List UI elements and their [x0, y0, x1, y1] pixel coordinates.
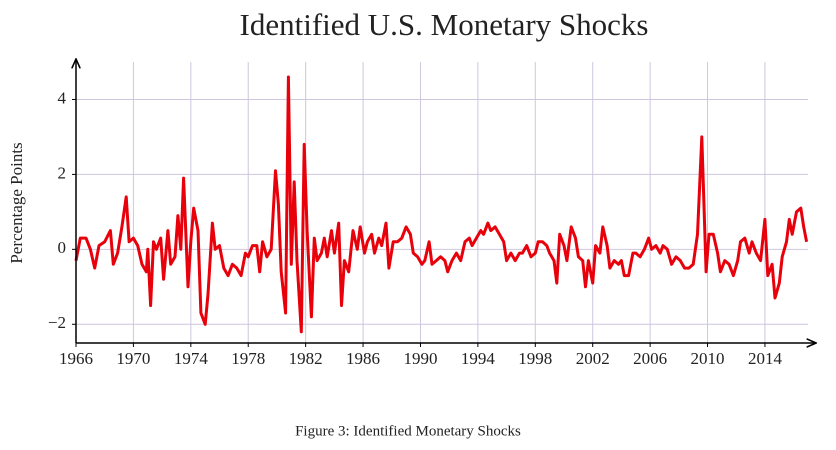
- chart-title: Identified U.S. Monetary Shocks: [240, 7, 649, 42]
- x-tick-label: 1974: [174, 349, 209, 368]
- x-tick-label: 1990: [403, 349, 437, 368]
- y-tick-label: 4: [58, 88, 67, 107]
- x-tick-label: 2010: [691, 349, 725, 368]
- x-tick-label: 1982: [289, 349, 323, 368]
- x-tick-label: 1994: [461, 349, 496, 368]
- y-axis-label: Percentage Points: [7, 142, 26, 263]
- x-tick-label: 2006: [633, 349, 667, 368]
- x-tick-label: 1978: [231, 349, 265, 368]
- plot: [74, 75, 809, 334]
- caption: Figure 3: Identified Monetary Shocks: [295, 423, 521, 439]
- x-tick-label: 1998: [518, 349, 552, 368]
- x-tick-label: 2002: [576, 349, 610, 368]
- y-tick-label: 0: [58, 238, 67, 257]
- x-tick-label: 1966: [59, 349, 93, 368]
- y-tick-label: −2: [48, 313, 66, 332]
- x-tick-label: 2014: [748, 349, 783, 368]
- y-tick-label: 2: [58, 163, 67, 182]
- data-line: [74, 75, 809, 334]
- x-tick-label: 1986: [346, 349, 380, 368]
- x-tick-label: 1970: [116, 349, 150, 368]
